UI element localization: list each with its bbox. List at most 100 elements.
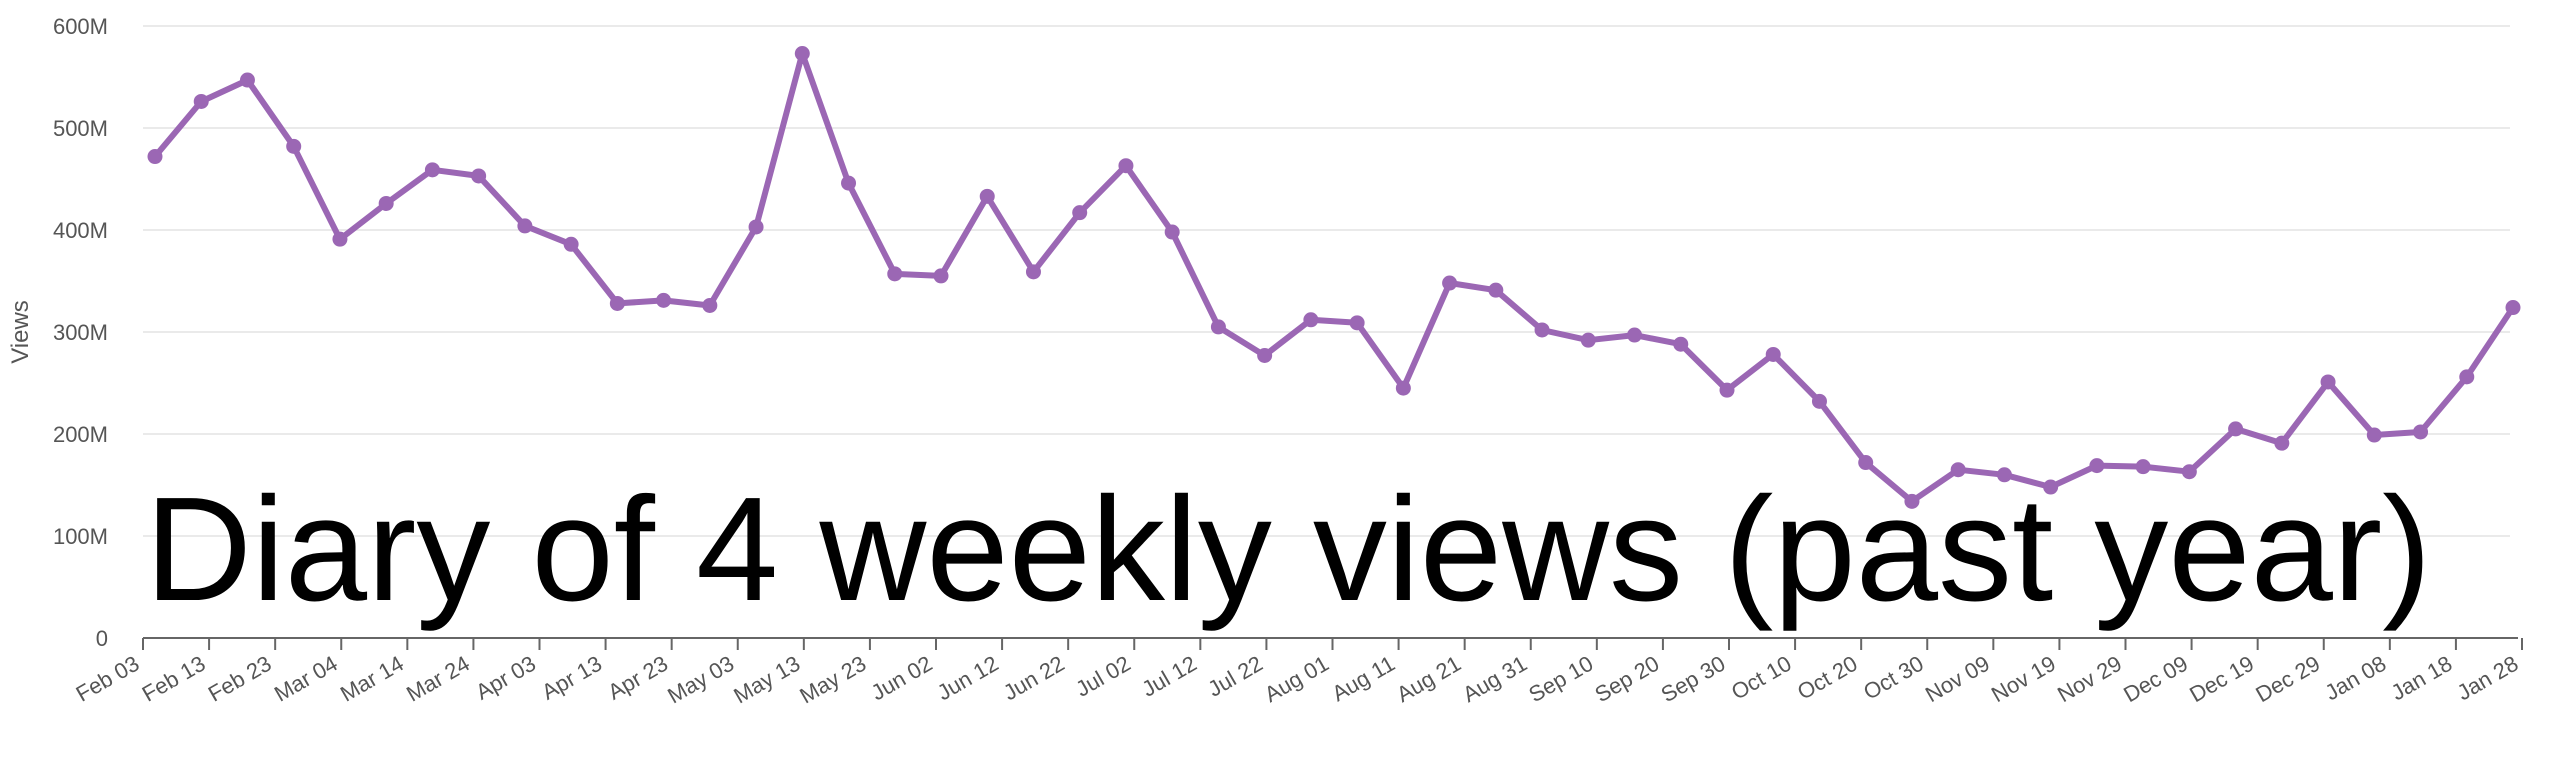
data-point [239, 72, 255, 88]
data-point [2320, 374, 2336, 390]
data-point [656, 292, 672, 308]
data-point [1072, 205, 1088, 221]
series-line [152, 50, 2516, 505]
x-tick-label: Oct 10 [1727, 651, 1796, 705]
series-layer [147, 46, 2521, 509]
x-tick-label: Aug 21 [1392, 651, 1465, 708]
data-point [2274, 435, 2290, 451]
x-tick-label: Sep 10 [1524, 651, 1597, 708]
data-point [1904, 493, 1920, 509]
data-point [1858, 455, 1874, 471]
x-tick-label: Apr 23 [604, 651, 673, 705]
data-point [609, 295, 625, 311]
data-point [2135, 459, 2151, 475]
data-point [794, 46, 810, 62]
x-tick-label: Jul 12 [1137, 651, 1200, 702]
data-point [1811, 393, 1827, 409]
x-tick-label: Jul 22 [1204, 651, 1267, 702]
x-tick-label: Mar 04 [270, 651, 342, 707]
data-point [1349, 315, 1365, 331]
x-tick-label: Feb 23 [204, 651, 276, 707]
data-point [1257, 347, 1273, 363]
data-point [332, 231, 348, 247]
data-point [193, 93, 209, 109]
axes [142, 637, 2523, 650]
x-tick-label: Nov 19 [1987, 651, 2060, 708]
data-point [1534, 322, 1550, 338]
x-tick-label: Sep 30 [1657, 651, 1730, 708]
x-tick-label: Aug 01 [1260, 651, 1333, 708]
data-point [1164, 224, 1180, 240]
x-tick-label: Jun 12 [933, 651, 1003, 706]
x-tick-label: Jan 28 [2453, 651, 2523, 706]
x-tick-label: Dec 09 [2119, 651, 2192, 708]
data-point [2228, 421, 2244, 437]
x-tick-label: Nov 09 [1921, 651, 1994, 708]
x-tick-label: Mar 24 [402, 651, 474, 707]
data-point [1442, 275, 1458, 291]
x-tick-label: Jun 02 [867, 651, 937, 706]
x-tick-label: Apr 13 [537, 651, 606, 705]
y-tick-label: 200M [53, 422, 108, 447]
data-point [1118, 158, 1134, 174]
x-tick-label: Apr 03 [471, 651, 540, 705]
data-point [471, 168, 487, 184]
data-point [841, 175, 857, 191]
x-tick-label: Aug 31 [1458, 651, 1531, 708]
data-point [2181, 464, 2197, 480]
data-point [147, 149, 163, 165]
x-tick-label: Aug 11 [1328, 651, 1399, 707]
y-tick-label: 500M [53, 116, 108, 141]
data-point [1719, 382, 1735, 398]
data-point [1580, 332, 1596, 348]
data-point [2366, 427, 2382, 443]
y-tick-label: 300M [53, 320, 108, 345]
data-point [1673, 336, 1689, 352]
x-tick-label: Oct 30 [1859, 651, 1928, 705]
data-point [378, 195, 394, 211]
data-point [933, 268, 949, 284]
x-tick-label: Dec 19 [2185, 651, 2258, 708]
y-axis-tick-labels: 0 100M 200M 300M 400M 500M 600M [53, 14, 108, 651]
data-point [2505, 300, 2521, 316]
x-tick-label: Jun 22 [999, 651, 1069, 706]
data-point [1950, 462, 1966, 478]
data-point [748, 219, 764, 235]
x-tick-label: Sep 20 [1591, 651, 1664, 708]
data-point [517, 218, 533, 234]
data-point [1303, 312, 1319, 328]
data-point [1488, 282, 1504, 298]
data-point [2459, 369, 2475, 385]
x-tick-label: Oct 20 [1793, 651, 1862, 705]
chart-title: Diary of 4 weekly views (past year) [145, 467, 2431, 632]
x-tick-label: Feb 03 [72, 651, 144, 707]
data-point [1765, 346, 1781, 362]
x-tick-label: May 03 [663, 651, 738, 709]
x-tick-label: Jan 08 [2321, 651, 2391, 706]
x-tick-label: Nov 29 [2053, 651, 2126, 708]
y-axis-label: Views [7, 300, 34, 364]
x-tick-label: Dec 29 [2251, 651, 2324, 708]
gridlines [143, 25, 2510, 537]
data-point [2089, 458, 2105, 474]
data-point [2413, 424, 2429, 440]
x-tick-label: Feb 13 [138, 651, 210, 707]
y-tick-label: 100M [53, 524, 108, 549]
data-point [424, 162, 440, 178]
y-tick-label: 600M [53, 14, 108, 39]
data-point [563, 236, 579, 252]
data-point [702, 297, 718, 313]
data-point [286, 138, 302, 154]
data-point [887, 266, 903, 282]
data-point [1025, 264, 1041, 280]
data-point [1996, 467, 2012, 483]
data-point [1210, 319, 1226, 335]
data-point [1627, 327, 1643, 343]
data-point [2043, 479, 2059, 495]
x-tick-label: May 23 [795, 651, 870, 709]
x-tick-label: May 13 [729, 651, 804, 709]
x-tick-label: Jul 02 [1071, 651, 1134, 702]
x-tick-label: Mar 14 [336, 651, 408, 707]
